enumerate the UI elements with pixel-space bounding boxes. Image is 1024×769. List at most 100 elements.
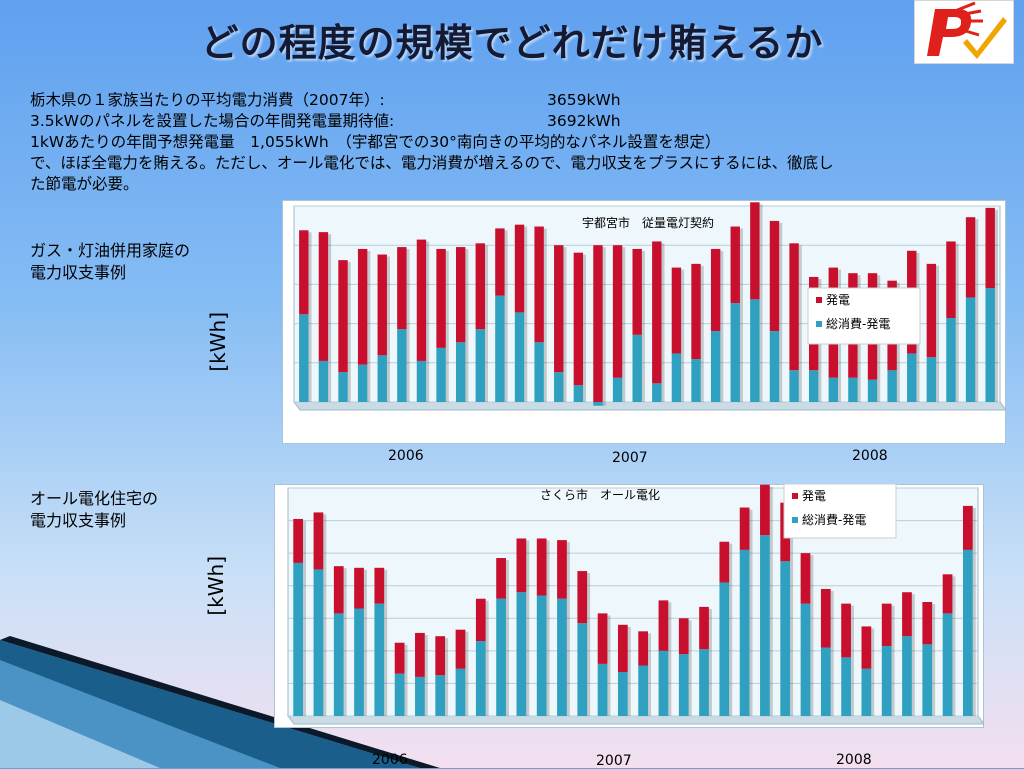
- bar-shadow: [700, 265, 704, 402]
- bar-generation: [293, 518, 304, 563]
- bar-net: [820, 647, 831, 716]
- info-label: 栃木県の１家族当たりの平均電力消費（2007年）:: [30, 91, 385, 109]
- bar-net: [394, 673, 405, 716]
- bar-net: [293, 562, 304, 716]
- bar-net: [573, 385, 584, 402]
- bar-shadow: [668, 602, 672, 716]
- bar-generation: [632, 248, 642, 335]
- bar-generation: [841, 603, 851, 658]
- bar-generation: [691, 263, 701, 360]
- bar-net: [632, 334, 642, 402]
- bar-generation: [926, 263, 937, 358]
- plot-floor: [293, 401, 1007, 411]
- bar-net: [887, 370, 897, 402]
- bar-net: [907, 353, 917, 402]
- chart2: さくら市 オール電化 発電 総消費-発電: [274, 483, 985, 728]
- chart2-year-2006: 2006: [372, 752, 408, 768]
- bar-generation: [554, 245, 564, 373]
- bar-shadow: [779, 222, 783, 402]
- bar-net: [678, 654, 689, 716]
- bar-shadow: [504, 230, 508, 402]
- info-value: 3692kWh: [547, 112, 621, 130]
- bar-net: [333, 613, 344, 716]
- bar-shadow: [994, 209, 998, 402]
- bar-generation: [397, 247, 407, 330]
- bar-generation: [415, 632, 425, 677]
- bar-generation: [750, 202, 760, 300]
- bar-shadow: [583, 254, 587, 402]
- legend-box: [783, 483, 897, 539]
- bar-generation: [514, 224, 525, 313]
- bar-shadow: [485, 600, 489, 716]
- bar-shadow: [952, 576, 956, 716]
- legend-swatch: [816, 321, 822, 327]
- bar-generation: [455, 629, 466, 669]
- bar-shadow: [363, 569, 367, 716]
- bar-net: [828, 377, 839, 402]
- bar-net: [516, 592, 527, 716]
- bar-shadow: [465, 631, 469, 716]
- legend-swatch: [816, 297, 822, 303]
- info-tail-2: た節電が必要。: [30, 175, 139, 193]
- bar-generation: [800, 553, 811, 604]
- bar-shadow: [810, 555, 814, 716]
- bar-net: [416, 360, 427, 402]
- bar-net: [475, 329, 486, 402]
- info-tail-1: で、ほぼ全電力を賄える。ただし、オール電化では、電力消費が増えるので、電力収支を…: [30, 154, 834, 172]
- bar-shadow: [627, 626, 631, 716]
- bar-shadow: [641, 250, 645, 402]
- bar-shadow: [648, 633, 652, 716]
- slide-title: どの程度の規模でどれだけ賄えるか: [200, 21, 824, 65]
- chart-title: 宇都宮市 従量電灯契約: [582, 215, 714, 230]
- bar-shadow: [688, 620, 692, 716]
- bar-generation: [671, 267, 682, 354]
- bar-net: [495, 295, 505, 402]
- bar-generation: [394, 642, 405, 674]
- bar-shadow: [769, 486, 773, 716]
- bar-net: [374, 603, 385, 716]
- bar-net: [902, 636, 912, 716]
- bar-net: [652, 383, 662, 402]
- bar-shadow: [328, 234, 332, 402]
- bar-shadow: [526, 540, 530, 716]
- bar-net: [691, 359, 701, 402]
- bar-generation: [881, 603, 892, 646]
- bar-net: [658, 650, 669, 716]
- bar-net: [789, 370, 799, 402]
- bar-net: [514, 312, 525, 402]
- bar-net: [455, 342, 466, 402]
- legend-label: 発電: [802, 489, 826, 503]
- bar-generation: [922, 602, 933, 645]
- bar-net: [436, 347, 446, 402]
- bar-shadow: [386, 256, 390, 402]
- bar-generation: [962, 505, 973, 550]
- bar-shadow: [708, 608, 712, 716]
- bar-shadow: [445, 250, 449, 402]
- legend-box: [807, 287, 921, 345]
- bar-net: [377, 355, 387, 402]
- chart1: 宇都宮市 従量電灯契約 発電 総消費-発電: [282, 200, 1007, 444]
- case2-label-line: 電力収支事例: [30, 511, 127, 530]
- bar-shadow: [759, 204, 763, 402]
- bar-shadow: [426, 241, 430, 402]
- bar-generation: [769, 220, 780, 332]
- bar-shadow: [465, 249, 469, 402]
- bar-shadow: [936, 265, 940, 402]
- bar-generation: [435, 636, 446, 676]
- bar-net: [861, 668, 872, 716]
- bar-generation: [985, 207, 995, 289]
- bar-shadow: [607, 615, 611, 716]
- bar-generation: [557, 540, 567, 599]
- bar-shadow: [308, 232, 312, 402]
- pv-logo: [914, 0, 1014, 64]
- bar-generation: [313, 512, 324, 570]
- bar-shadow: [343, 568, 347, 716]
- bar-shadow: [891, 605, 895, 716]
- bar-net: [534, 342, 544, 402]
- bar-net: [985, 288, 995, 402]
- bar-shadow: [661, 243, 665, 402]
- bar-generation: [730, 226, 740, 304]
- bar-net: [808, 370, 819, 402]
- bar-generation: [739, 507, 750, 550]
- bar-shadow: [871, 628, 875, 716]
